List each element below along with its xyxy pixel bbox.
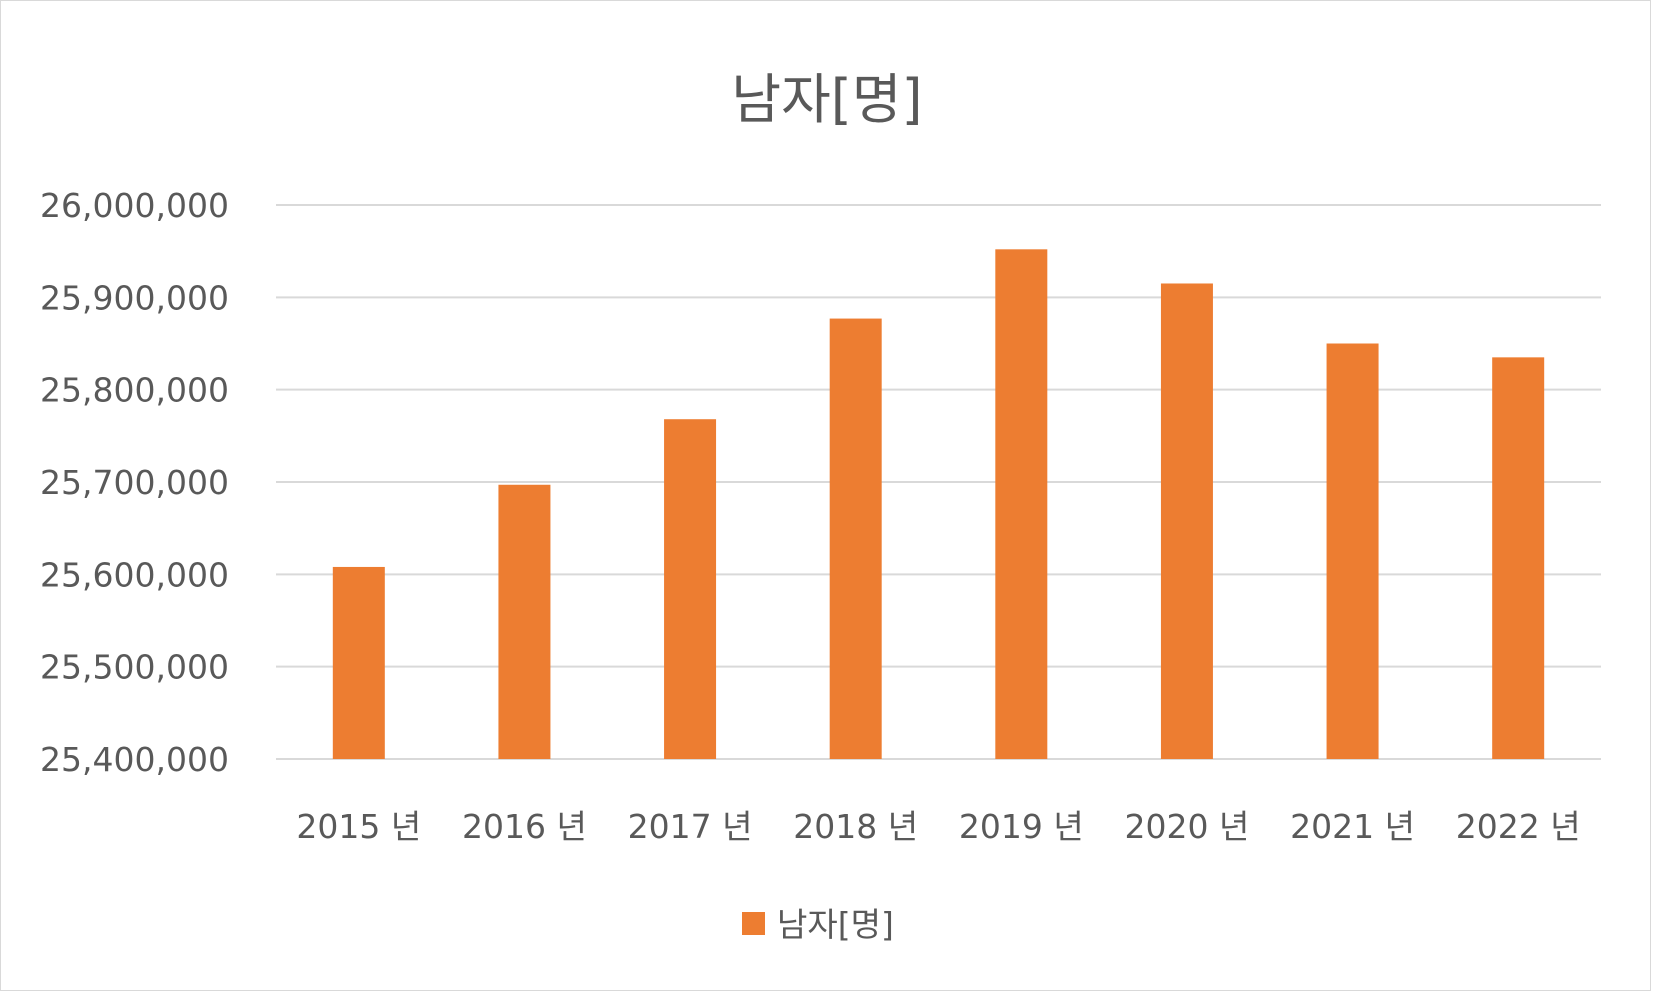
bar xyxy=(995,249,1048,759)
x-tick-label: 2019 년 xyxy=(959,807,1084,846)
x-tick-label: 2015 년 xyxy=(296,807,421,846)
bar xyxy=(1326,343,1379,759)
bar xyxy=(664,419,717,759)
chart-title: 남자[명] xyxy=(731,68,922,131)
x-tick-label: 2016 년 xyxy=(462,807,587,846)
y-axis-tick-labels: 25,400,000 25,500,000 25,600,000 25,700,000… xyxy=(40,186,229,779)
bar xyxy=(498,484,551,759)
x-tick-label: 2020 년 xyxy=(1125,807,1250,846)
x-tick-label: 2021 년 xyxy=(1290,807,1415,846)
y-tick-label: 25,500,000 xyxy=(40,648,229,687)
bar xyxy=(829,318,882,759)
bar xyxy=(332,566,385,759)
x-tick-label: 2022 년 xyxy=(1456,807,1581,846)
bar-series xyxy=(332,249,1545,759)
x-axis-tick-labels: 2015 년 2016 년 2017 년 2018 년 2019 년 2020 년 2021… xyxy=(296,807,1580,846)
y-tick-label: 26,000,000 xyxy=(40,186,229,225)
legend: 남자[명] xyxy=(742,905,894,944)
y-tick-label: 25,700,000 xyxy=(40,463,229,502)
y-tick-label: 25,800,000 xyxy=(40,371,229,410)
bar xyxy=(1492,357,1545,759)
legend-swatch xyxy=(742,912,765,935)
y-tick-label: 25,600,000 xyxy=(40,555,229,594)
y-tick-label: 25,900,000 xyxy=(40,278,229,317)
x-tick-label: 2018 년 xyxy=(793,807,918,846)
gridlines xyxy=(276,204,1601,760)
legend-label: 남자[명] xyxy=(777,905,894,944)
y-tick-label: 25,400,000 xyxy=(40,740,229,779)
x-tick-label: 2017 년 xyxy=(628,807,753,846)
bar xyxy=(1160,283,1213,759)
